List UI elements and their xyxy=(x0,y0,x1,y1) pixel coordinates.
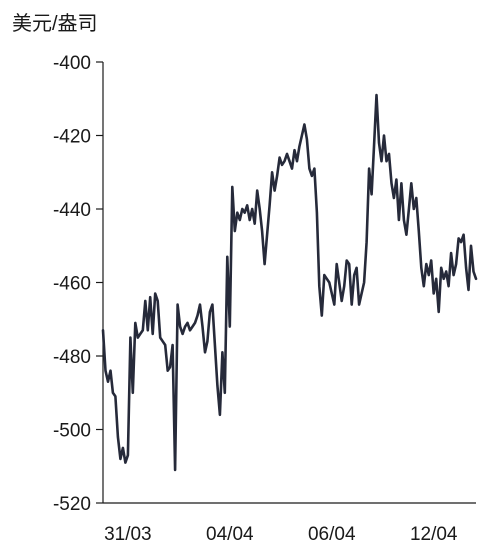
y-tick-label: -460 xyxy=(53,274,91,295)
y-tick-label: -500 xyxy=(53,421,91,442)
y-tick-label: -440 xyxy=(53,200,91,221)
x-tick-label: 31/03 xyxy=(104,524,152,545)
x-tick-label: 12/04 xyxy=(410,524,458,545)
series-line-0 xyxy=(101,93,478,472)
y-tick-label: -480 xyxy=(53,347,91,368)
x-tick-label: 06/04 xyxy=(308,524,356,545)
y-tick-label: -520 xyxy=(53,494,91,515)
series-layer xyxy=(101,93,478,472)
y-unit-label: 美元/盎司 xyxy=(12,12,98,35)
axes: -400 -420 -440 -460 -480 -500 -520 31/03 04/04 06… xyxy=(53,53,476,545)
y-tick-label: -420 xyxy=(53,127,91,148)
y-tick-label: -400 xyxy=(53,53,91,74)
x-tick-label: 04/04 xyxy=(206,524,254,545)
